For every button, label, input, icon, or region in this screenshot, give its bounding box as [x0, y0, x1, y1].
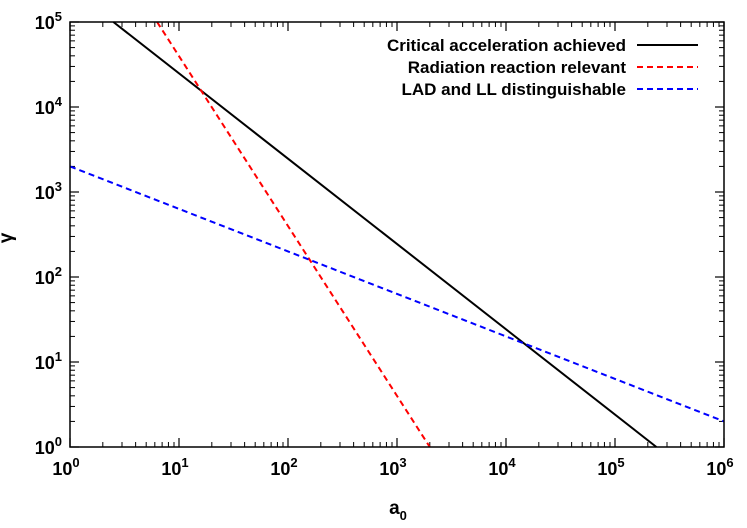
y-tick-label-base: 10: [35, 353, 55, 373]
legend-label-radiation-reaction-relevant: Radiation reaction relevant: [408, 58, 627, 77]
y-tick-label: 103: [35, 179, 62, 203]
plot-frame: [69, 21, 725, 448]
series-line-critical-acceleration-achieved: [112, 21, 658, 448]
x-tick-label-base: 10: [379, 459, 399, 479]
y-tick-label: 105: [35, 9, 62, 33]
y-tick-label-exp: 5: [55, 9, 62, 24]
x-axis-label: a0: [389, 498, 407, 523]
x-tick-label: 105: [597, 455, 624, 479]
y-tick-label: 101: [35, 349, 62, 373]
y-tick-label-exp: 2: [55, 264, 62, 279]
y-tick-label-base: 10: [35, 183, 55, 203]
y-axis-label: γ: [0, 232, 17, 243]
x-tick-label: 106: [706, 455, 733, 479]
legend: Critical acceleration achieved Radiation …: [387, 36, 698, 99]
x-axis-label-base: a: [389, 498, 400, 519]
x-tick-label: 100: [52, 455, 79, 479]
x-tick-label-base: 10: [52, 459, 72, 479]
y-tick-label-exp: 3: [55, 179, 62, 194]
x-tick-label-base: 10: [161, 459, 181, 479]
y-tick-label-base: 10: [35, 13, 55, 33]
y-tick-label-base: 10: [35, 268, 55, 288]
x-tick-label: 101: [161, 455, 188, 479]
y-tick-label-base: 10: [35, 438, 55, 458]
x-tick-label-base: 10: [706, 459, 726, 479]
x-tick-label-exp: 5: [617, 455, 624, 470]
legend-label-lad-and-ll-distinguishable: LAD and LL distinguishable: [402, 80, 626, 99]
series-line-lad-and-ll-distinguishable: [69, 165, 725, 423]
x-tick-label: 104: [488, 455, 516, 479]
x-axis-label-sub: 0: [400, 508, 407, 523]
series-lines: [69, 21, 725, 448]
x-tick-label-exp: 1: [181, 455, 188, 470]
ticks: [69, 21, 725, 448]
x-tick-label: 102: [270, 455, 297, 479]
x-tick-label-exp: 2: [290, 455, 297, 470]
x-tick-label-base: 10: [597, 459, 617, 479]
series-line-radiation-reaction-relevant: [156, 21, 431, 448]
x-tick-label-exp: 4: [508, 455, 516, 470]
y-tick-label-exp: 4: [55, 94, 63, 109]
y-tick-label: 104: [35, 94, 63, 118]
x-tick-label-exp: 6: [726, 455, 733, 470]
legend-label-critical-acceleration-achieved: Critical acceleration achieved: [387, 36, 626, 55]
y-tick-label: 102: [35, 264, 62, 288]
x-tick-label-base: 10: [270, 459, 290, 479]
x-tick-label-exp: 0: [72, 455, 79, 470]
y-tick-label-base: 10: [35, 98, 55, 118]
y-tick-label-exp: 0: [55, 434, 62, 449]
y-tick-label: 100: [35, 434, 62, 458]
x-tick-label-exp: 3: [399, 455, 406, 470]
x-tick-label: 103: [379, 455, 406, 479]
y-tick-label-exp: 1: [55, 349, 62, 364]
x-tick-label-base: 10: [488, 459, 508, 479]
